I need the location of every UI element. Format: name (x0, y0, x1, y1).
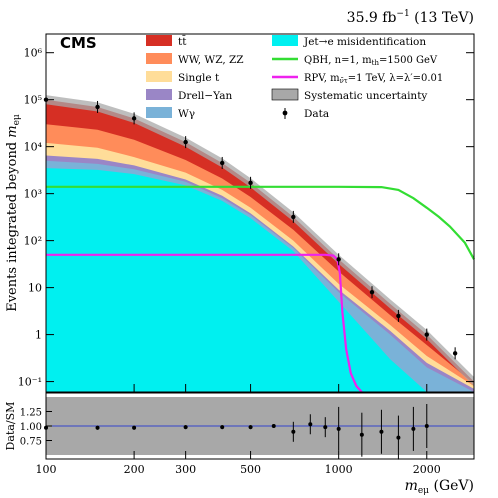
x-axis: 100 200 300 500 1000 2000 (36, 384, 441, 476)
main-plot-stack (46, 95, 474, 392)
y-tick-label: 10⁻¹ (18, 376, 42, 389)
legend: tt̄ WW, WZ, ZZ Single t Drell−Yan Wγ Jet→e mi… (146, 35, 443, 120)
main-y-axis: 10⁻¹ 1 10 10² 10³ 10⁴ 10⁵ 10⁶ (18, 47, 474, 389)
data-point (220, 160, 225, 166)
legend-label: Systematic uncertainty (304, 90, 427, 102)
main-plot-signals (46, 185, 475, 393)
data-point (131, 116, 137, 121)
x-axis-label: meμ (GeV) (405, 478, 474, 496)
data-point (369, 289, 375, 295)
ratio-y-tick-label: 1.00 (20, 422, 42, 433)
legend-label: Single t (178, 72, 220, 84)
ratio-point (396, 435, 401, 440)
y-tick-label: 10⁴ (24, 141, 43, 154)
data-point (424, 332, 429, 337)
legend-swatch (271, 88, 299, 101)
cms-label: CMS (60, 34, 97, 52)
ratio-point (291, 429, 296, 434)
ratio-y-axis-label: Data/SM (4, 402, 17, 451)
ratio-point (359, 432, 364, 437)
data-point (396, 313, 401, 319)
y-tick-label: 10 (28, 282, 42, 295)
ratio-point (424, 424, 429, 428)
ratio-point (336, 426, 341, 431)
ratio-y-tick-label: 0.75 (20, 437, 42, 448)
legend-swatch (146, 107, 172, 118)
legend-swatch (146, 35, 172, 46)
stack-area-0 (46, 168, 474, 392)
ratio-y-axis: 0.75 1.00 1.25 (20, 408, 52, 448)
ratio-data-points (44, 404, 429, 460)
ratio-point (271, 424, 276, 428)
signal-line-0 (46, 185, 475, 260)
ratio-point (95, 425, 100, 430)
x-tick-label: 300 (175, 463, 196, 476)
signal-line-1 (46, 253, 363, 393)
legend-label: Data (304, 108, 329, 120)
ratio-point (183, 425, 188, 430)
y-tick-label: 10³ (24, 188, 42, 201)
ratio-y-tick-label: 1.25 (20, 408, 42, 419)
legend-label: Jet→e misidentification (303, 36, 426, 48)
legend-swatch (272, 35, 298, 46)
ratio-point (379, 429, 384, 434)
data-point (248, 180, 253, 186)
legend-label: tt̄ (178, 35, 187, 48)
y-tick-label: 10⁵ (24, 94, 42, 107)
data-point (452, 351, 458, 356)
legend-label: WW, WZ, ZZ (178, 54, 244, 66)
legend-swatch (146, 53, 172, 64)
data-point (95, 104, 100, 110)
ratio-point (248, 425, 253, 430)
lumi-label: 35.9 fb−1 (13 TeV) (347, 9, 474, 26)
legend-label: Wγ (178, 108, 195, 120)
legend-label: QBH, n=1, mth=1500 GeV (304, 55, 438, 67)
ratio-point (308, 422, 313, 427)
data-point (336, 257, 341, 262)
ratio-point (220, 425, 225, 430)
main-y-axis-label: Events integrated beyond meμ (5, 114, 22, 312)
x-tick-label: 500 (240, 463, 261, 476)
data-point (291, 214, 296, 220)
legend-label: Drell−Yan (178, 90, 233, 102)
y-tick-label: 1 (35, 329, 42, 342)
x-tick-label: 100 (36, 463, 57, 476)
x-tick-label: 1000 (325, 463, 353, 476)
y-tick-label: 10⁶ (24, 47, 43, 60)
ratio-point (132, 425, 137, 430)
legend-data-marker (282, 110, 288, 116)
ratio-point (411, 426, 416, 431)
ratio-point (323, 425, 328, 430)
legend-swatch (146, 71, 172, 82)
y-tick-label: 10² (24, 235, 42, 248)
x-tick-label: 200 (124, 463, 145, 476)
main-plot-frame (45, 33, 475, 393)
data-point (183, 139, 188, 145)
legend-swatch (146, 89, 172, 100)
x-tick-label: 2000 (413, 463, 441, 476)
legend-label: RPV, mν̃τ=1 TeV, λ=λ′=0.01 (304, 73, 443, 85)
